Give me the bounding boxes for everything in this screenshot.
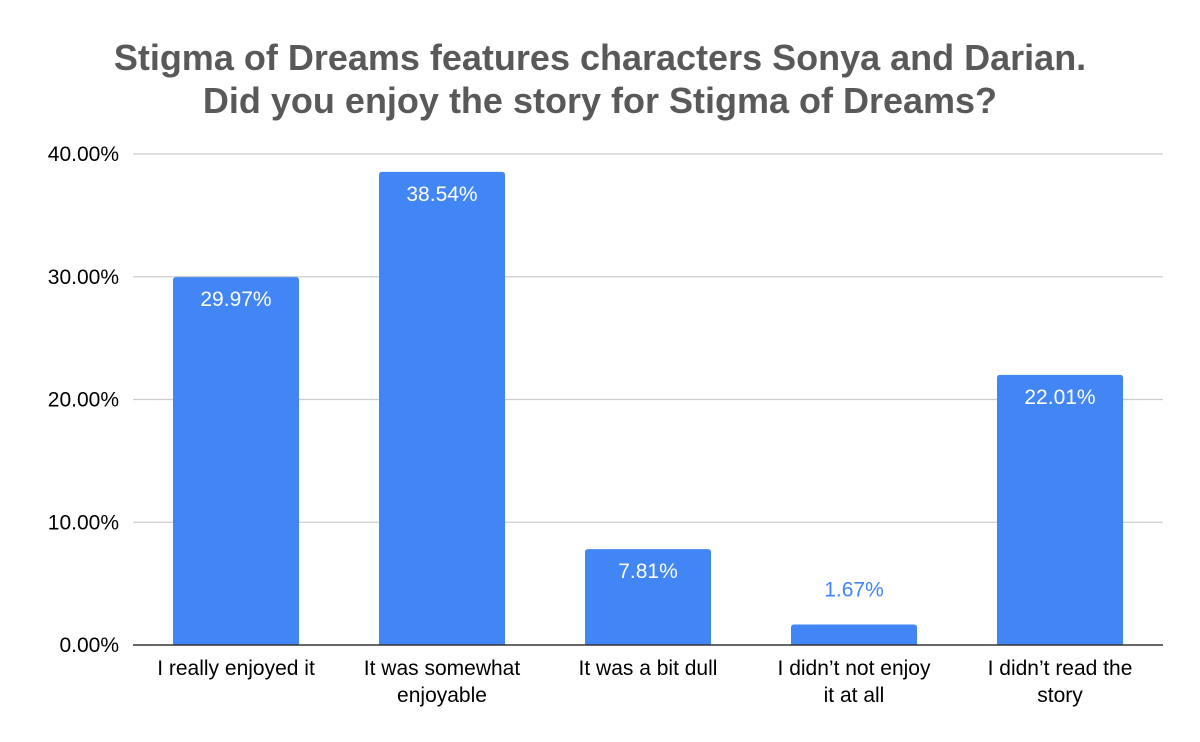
bar (173, 277, 299, 645)
data-label: 7.81% (618, 560, 678, 583)
x-tick-label: I really enjoyed it (157, 657, 315, 680)
data-labels: 29.97% 38.54% 7.81% 1.67% 22.01% (200, 183, 1095, 602)
y-tick-label: 0.00% (59, 634, 119, 657)
bar (585, 549, 711, 645)
y-tick-label: 10.00% (48, 511, 119, 534)
x-tick-label: I didn’t not enjoy (778, 657, 931, 680)
y-tick-label: 30.00% (48, 266, 119, 289)
x-tick-label: enjoyable (397, 684, 487, 707)
x-tick-label: It was a bit dull (579, 657, 718, 680)
y-axis-ticks: 0.00% 10.00% 20.00% 30.00% 40.00% (48, 143, 119, 657)
data-label: 29.97% (200, 288, 271, 311)
x-axis-categories: I really enjoyed it It was somewhat enjoya… (157, 657, 1132, 707)
x-tick-label: story (1037, 684, 1083, 707)
bars (173, 171, 1123, 645)
chart-title: Stigma of Dreams features characters Son… (114, 37, 1086, 78)
x-tick-label: it at all (824, 684, 885, 707)
data-label: 1.67% (824, 579, 884, 602)
x-tick-label: I didn’t read the (988, 657, 1133, 680)
data-label: 22.01% (1024, 386, 1095, 409)
bar (379, 171, 505, 645)
x-tick-label: It was somewhat (364, 657, 521, 680)
y-tick-label: 20.00% (48, 389, 119, 412)
bar (791, 624, 917, 645)
y-tick-label: 40.00% (48, 143, 119, 166)
data-label: 38.54% (406, 183, 477, 206)
grid-lines (133, 153, 1163, 523)
bar (997, 374, 1123, 645)
chart-subtitle: Did you enjoy the story for Stigma of Dr… (203, 80, 997, 121)
